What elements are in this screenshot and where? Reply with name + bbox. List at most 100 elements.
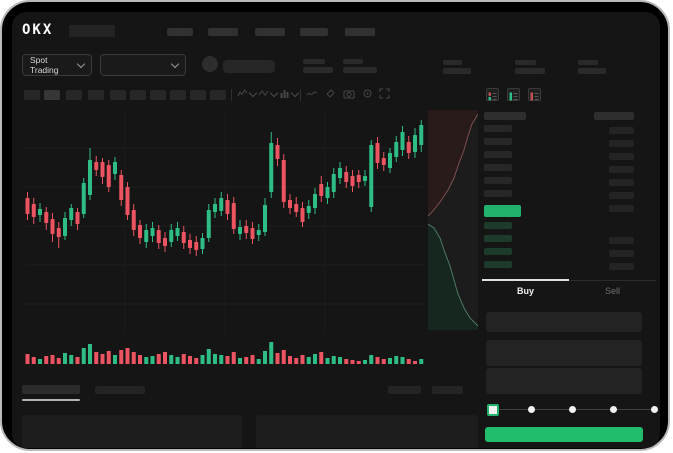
pair-icon[interactable] (202, 56, 218, 72)
stat-value-placeholder (343, 67, 377, 73)
nav-item-placeholder[interactable] (300, 28, 328, 36)
chart-settings-button[interactable] (362, 88, 373, 99)
timeframe-chip-active[interactable] (44, 90, 60, 100)
okx-logo[interactable]: OKX (22, 22, 54, 38)
volume-chart[interactable] (25, 336, 425, 364)
bottom-tab-active-placeholder[interactable] (22, 385, 80, 394)
nav-item-placeholder[interactable] (208, 28, 238, 36)
slider-dot[interactable] (528, 406, 535, 413)
screenshot-button[interactable] (343, 88, 355, 99)
volume-bar (369, 355, 374, 364)
candle (25, 198, 30, 214)
ask-price-bar[interactable] (484, 190, 512, 197)
volume-bar (163, 352, 167, 364)
ask-price-bar[interactable] (484, 177, 512, 184)
bid-price-bar[interactable] (484, 261, 512, 268)
chevron-down-icon (290, 88, 300, 97)
bid-price-bar[interactable] (484, 248, 512, 255)
trade-tabs-divider (482, 280, 656, 281)
ask-price-bar[interactable] (484, 164, 512, 171)
bottom-left-panel (22, 415, 242, 448)
ask-price-bar[interactable] (484, 151, 512, 158)
volume-bar (75, 357, 80, 364)
volume-bar (413, 361, 417, 364)
volume-bar (169, 355, 174, 364)
volume-bar (206, 349, 211, 364)
volume-bar (200, 355, 205, 364)
chart-layout-button[interactable] (258, 88, 279, 99)
candle (125, 187, 130, 215)
pair-name-placeholder[interactable] (223, 60, 275, 73)
candle (163, 238, 167, 246)
app-screen: OKX Spot Trading (12, 12, 660, 448)
candle-style-button[interactable] (237, 88, 258, 99)
timeframe-chip[interactable] (150, 90, 166, 100)
candle (175, 228, 180, 236)
timeframe-chip[interactable] (170, 90, 186, 100)
candle (375, 143, 380, 163)
bid-price-bar[interactable] (484, 235, 512, 242)
ask-price-bar[interactable] (484, 125, 512, 132)
candle (156, 230, 161, 243)
bottom-tab-placeholder[interactable] (95, 386, 145, 394)
volume-bar (81, 348, 86, 364)
bid-price-bar[interactable] (484, 222, 512, 229)
depth-chart[interactable] (427, 110, 479, 330)
slider-dot[interactable] (610, 406, 617, 413)
volume-bar (138, 355, 142, 364)
bottom-action-placeholder[interactable] (432, 386, 463, 394)
stat-label-placeholder (578, 60, 598, 65)
buy-submit-button[interactable] (485, 427, 643, 442)
total-input[interactable] (486, 368, 642, 394)
candle (131, 210, 136, 230)
timeframe-chip[interactable] (110, 90, 126, 100)
candle (150, 228, 155, 236)
pair-selector-dropdown[interactable] (100, 54, 186, 76)
fullscreen-button[interactable] (379, 88, 390, 99)
orderbook-mode-bids-icon[interactable] (507, 88, 520, 101)
bottom-action-placeholder[interactable] (388, 386, 421, 394)
slider-dot[interactable] (487, 404, 499, 416)
candle (38, 209, 42, 215)
timeframe-chip[interactable] (130, 90, 146, 100)
measure-icon (326, 89, 335, 98)
orderbook-mode-both-icon[interactable] (486, 88, 499, 101)
ask-price-bar[interactable] (484, 138, 512, 145)
trend-line-tool-button[interactable] (306, 88, 318, 99)
volume-bar (294, 358, 299, 364)
amount-input[interactable] (486, 340, 642, 366)
candle (400, 132, 405, 150)
timeframe-chip[interactable] (88, 90, 104, 100)
market-type-dropdown[interactable]: Spot Trading (22, 54, 92, 76)
price-input[interactable] (486, 312, 642, 332)
nav-item-placeholder[interactable] (345, 28, 375, 36)
volume-bar (394, 356, 399, 364)
volume-bar (88, 344, 92, 364)
timeframe-chip[interactable] (210, 90, 226, 100)
slider-dot[interactable] (569, 406, 576, 413)
orderbook-mode-asks-icon[interactable] (528, 88, 541, 101)
timeframe-chip[interactable] (24, 90, 40, 100)
orderbook-amount-column[interactable] (594, 112, 634, 272)
tab-buy[interactable]: Buy (516, 286, 534, 296)
measure-tool-button[interactable] (325, 88, 336, 99)
volume-bar (31, 357, 36, 364)
indicators-button[interactable] (279, 88, 300, 99)
nav-item-placeholder[interactable] (167, 28, 193, 36)
volume-bar (375, 357, 380, 364)
nav-item-placeholder[interactable] (255, 28, 285, 36)
slider-dot[interactable] (651, 406, 658, 413)
candle (81, 183, 86, 214)
timeframe-chip[interactable] (190, 90, 206, 100)
tab-sell[interactable]: Sell (604, 286, 620, 296)
candle (388, 153, 392, 168)
candle (263, 205, 267, 232)
volume-bar (219, 355, 224, 364)
candlestick-chart[interactable] (25, 112, 425, 334)
orderbook-price-column[interactable] (484, 112, 526, 272)
indicators-icon (280, 90, 289, 98)
candle (75, 212, 80, 224)
candle (244, 226, 249, 233)
timeframe-chip[interactable] (66, 90, 82, 100)
